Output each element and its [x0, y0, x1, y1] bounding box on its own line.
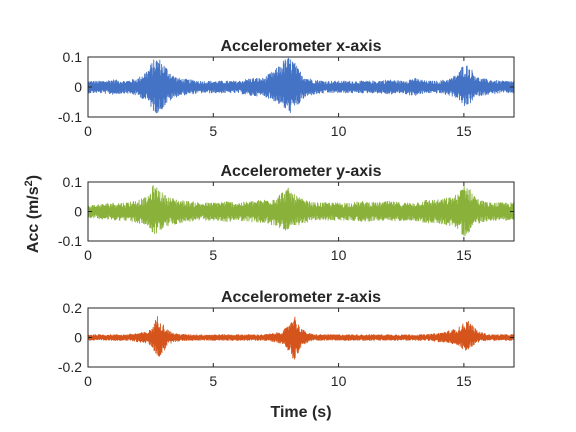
panel-title: Accelerometer y-axis [221, 163, 382, 180]
x-tick-label: 10 [331, 373, 347, 389]
x-tick-label: 0 [84, 373, 92, 389]
x-tick-label: 15 [456, 123, 472, 139]
panel-title: Accelerometer z-axis [221, 289, 381, 306]
x-tick-label: 15 [456, 373, 472, 389]
x-tick-label: 15 [456, 247, 472, 263]
shared-y-axis-label: Acc (m/s2) [23, 175, 42, 253]
x-tick-label: 0 [84, 247, 92, 263]
y-tick-label: -0.1 [58, 233, 82, 249]
panel-title: Accelerometer x-axis [221, 38, 382, 55]
y-tick-label: -0.1 [58, 109, 82, 125]
x-tick-label: 10 [331, 247, 347, 263]
y-tick-label: 0.1 [63, 49, 83, 65]
y-tick-label: -0.2 [58, 359, 82, 375]
x-tick-label: 5 [209, 247, 217, 263]
y-tick-label: 0 [74, 79, 82, 95]
ylabel-superscript: 2 [23, 180, 35, 186]
x-tick-label: 10 [331, 123, 347, 139]
x-axis-label: Time (s) [270, 404, 331, 421]
ylabel-close-paren: ) [25, 175, 42, 180]
x-tick-label: 0 [84, 123, 92, 139]
signal-trace-1 [87, 316, 515, 360]
y-tick-label: 0 [74, 330, 82, 346]
x-tick-label: 5 [209, 123, 217, 139]
signal-trace-1 [87, 185, 515, 237]
signal-trace-1 [87, 57, 515, 114]
y-tick-label: 0.2 [63, 300, 83, 316]
x-tick-label: 5 [209, 373, 217, 389]
y-tick-label: 0 [74, 204, 82, 220]
y-tick-label: 0.1 [63, 174, 83, 190]
